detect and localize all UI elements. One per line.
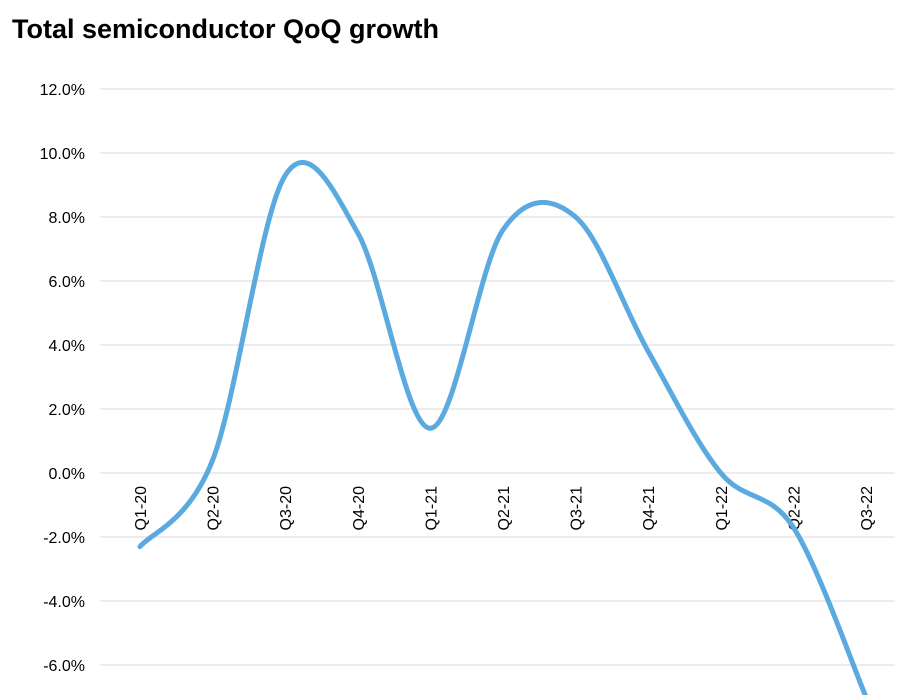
y-tick-label: -4.0% (43, 594, 85, 611)
x-tick-label: Q4-21 (641, 486, 658, 531)
x-axis-tick-labels: Q1-20 Q2-20 Q3-20 Q4-20 Q1-21 Q2-21 Q3-21 Q4-21… (133, 486, 876, 531)
gridlines (100, 88, 895, 666)
y-tick-label: -2.0% (43, 530, 85, 547)
x-tick-label: Q1-21 (423, 486, 440, 531)
y-tick-label: 10.0% (40, 146, 85, 163)
y-tick-label: -6.0% (43, 658, 85, 675)
x-tick-label: Q3-22 (859, 486, 876, 531)
x-tick-label: Q3-20 (278, 486, 295, 531)
x-tick-label: Q2-21 (496, 486, 513, 531)
series-line (137, 160, 868, 695)
x-tick-label: Q4-20 (351, 486, 368, 531)
x-tick-label: Q1-20 (133, 486, 150, 531)
x-tick-label: Q1-22 (714, 486, 731, 531)
y-tick-label: 4.0% (49, 338, 85, 355)
x-tick-label: Q3-21 (569, 486, 586, 531)
y-tick-label: 8.0% (49, 210, 85, 227)
x-tick-label: Q2-20 (206, 486, 223, 531)
y-tick-label: 2.0% (49, 402, 85, 419)
y-tick-label: 6.0% (49, 274, 85, 291)
chart-title: Total semiconductor QoQ growth (12, 14, 440, 44)
y-tick-label: 12.0% (40, 82, 85, 99)
y-axis-tick-labels: 12.0% 10.0% 8.0% 6.0% 4.0% 2.0% 0.0% -2.0% -4.0%… (40, 82, 85, 675)
y-tick-label: 0.0% (49, 466, 85, 483)
